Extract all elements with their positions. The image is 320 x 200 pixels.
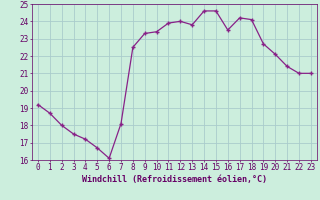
X-axis label: Windchill (Refroidissement éolien,°C): Windchill (Refroidissement éolien,°C) [82, 175, 267, 184]
